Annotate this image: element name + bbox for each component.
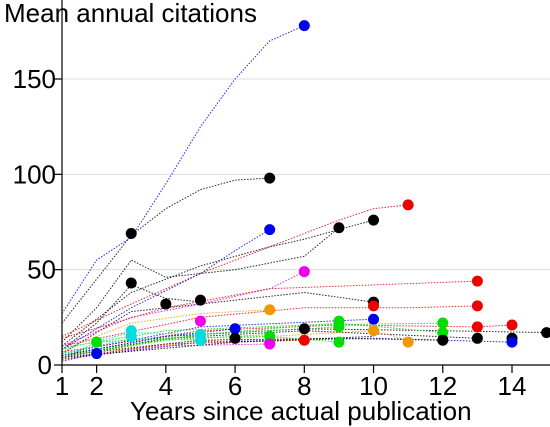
data-point xyxy=(194,294,206,306)
data-point xyxy=(125,330,137,342)
x-tick-label: 14 xyxy=(498,371,527,401)
x-axis-label: Years since actual publication xyxy=(130,396,472,426)
data-point xyxy=(541,327,550,339)
trajectory-line xyxy=(61,25,305,314)
data-point xyxy=(506,319,518,331)
data-point xyxy=(298,20,310,32)
data-point xyxy=(506,336,518,348)
trajectory-line xyxy=(61,332,201,351)
data-point xyxy=(471,321,483,333)
data-point xyxy=(333,222,345,234)
data-point xyxy=(333,336,345,348)
x-tick-label: 2 xyxy=(89,371,103,401)
data-point xyxy=(298,266,310,278)
data-point xyxy=(264,172,276,184)
x-tick-label: 12 xyxy=(428,371,457,401)
data-point xyxy=(125,227,137,239)
trajectory-line xyxy=(61,204,409,337)
data-point xyxy=(229,323,241,335)
trajectory-line xyxy=(61,328,236,356)
data-point xyxy=(368,300,380,312)
trajectory-line xyxy=(61,326,339,356)
data-point xyxy=(437,327,449,339)
trajectory-line xyxy=(61,318,374,355)
endpoint-markers xyxy=(91,20,550,360)
data-point xyxy=(264,224,276,236)
trajectory-line xyxy=(61,335,339,360)
y-tick-label: 150 xyxy=(13,64,56,94)
data-point xyxy=(402,336,414,348)
trajectory-line xyxy=(61,324,513,353)
trajectory-line xyxy=(61,305,478,347)
trajectory-line xyxy=(61,309,270,351)
data-point xyxy=(402,199,414,211)
data-point xyxy=(471,332,483,344)
data-point xyxy=(368,214,380,226)
gridlines xyxy=(62,78,550,271)
data-point xyxy=(471,275,483,287)
data-point xyxy=(368,325,380,337)
trajectory-line xyxy=(61,322,443,355)
axes xyxy=(54,0,550,373)
trajectory-line xyxy=(61,280,478,339)
data-point xyxy=(125,277,137,289)
trajectory-line xyxy=(61,291,374,355)
data-point xyxy=(437,334,449,346)
trajectory-line xyxy=(61,337,443,356)
data-point xyxy=(91,336,103,348)
data-point xyxy=(298,323,310,335)
trajectory-line xyxy=(61,330,409,356)
data-point xyxy=(368,313,380,325)
data-point xyxy=(160,298,172,310)
x-tick-label: 1 xyxy=(55,371,69,401)
y-tick-label: 50 xyxy=(27,255,56,285)
trajectory-line xyxy=(61,337,201,355)
tick-labels: 1 2 4 6 8 10 12 14 0 50 100 150 xyxy=(13,64,527,401)
data-point xyxy=(194,315,206,327)
x-tick-label: 6 xyxy=(228,371,242,401)
data-point xyxy=(229,332,241,344)
data-point xyxy=(91,348,103,360)
data-point xyxy=(437,317,449,329)
y-tick-label: 100 xyxy=(13,159,56,189)
x-tick-label: 8 xyxy=(297,371,311,401)
trajectory-line xyxy=(61,227,340,343)
data-point xyxy=(298,334,310,346)
data-point xyxy=(264,338,276,350)
data-point xyxy=(194,334,206,346)
trajectory-line xyxy=(61,335,374,358)
trajectory-line xyxy=(61,322,443,349)
data-point xyxy=(264,304,276,316)
trajectory-line xyxy=(61,229,270,351)
y-tick-label: 0 xyxy=(38,350,52,380)
trajectory-line xyxy=(61,219,374,347)
x-tick-label: 4 xyxy=(159,371,173,401)
data-point xyxy=(471,300,483,312)
x-tick-label: 10 xyxy=(359,371,388,401)
data-point xyxy=(333,321,345,333)
chart-title: Mean annual citations xyxy=(4,0,257,28)
trajectory-lines xyxy=(61,25,547,362)
